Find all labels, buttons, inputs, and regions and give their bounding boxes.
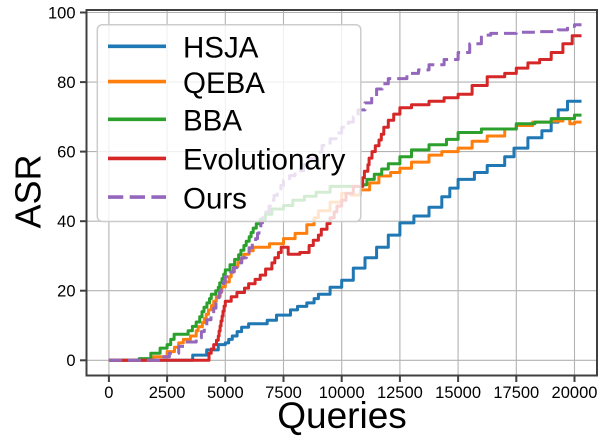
svg-text:ASR: ASR — [8, 154, 49, 228]
svg-text:5000: 5000 — [207, 384, 244, 402]
svg-text:20: 20 — [57, 283, 75, 301]
svg-text:Queries: Queries — [277, 395, 407, 436]
svg-text:20000: 20000 — [552, 384, 598, 402]
svg-text:Ours: Ours — [183, 182, 247, 215]
svg-text:7500: 7500 — [265, 384, 302, 402]
svg-text:10000: 10000 — [319, 384, 365, 402]
svg-text:QEBA: QEBA — [183, 67, 265, 100]
svg-text:Evolutionary: Evolutionary — [183, 144, 346, 177]
svg-text:40: 40 — [57, 213, 75, 231]
svg-text:HSJA: HSJA — [183, 32, 259, 65]
svg-text:2500: 2500 — [149, 384, 186, 402]
svg-text:0: 0 — [66, 352, 75, 370]
svg-text:100: 100 — [48, 4, 76, 22]
svg-text:15000: 15000 — [435, 384, 481, 402]
svg-text:80: 80 — [57, 74, 75, 92]
svg-text:12500: 12500 — [377, 384, 423, 402]
svg-text:0: 0 — [104, 384, 113, 402]
svg-text:17500: 17500 — [493, 384, 539, 402]
svg-text:BBA: BBA — [183, 105, 242, 138]
svg-text:60: 60 — [57, 143, 75, 161]
